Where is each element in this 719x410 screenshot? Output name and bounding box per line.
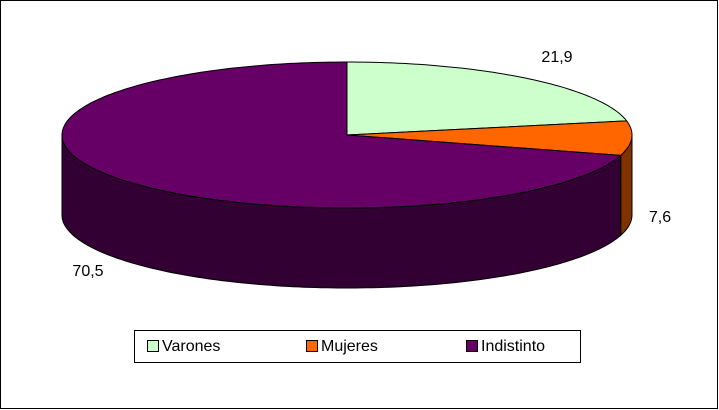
legend-swatch	[306, 340, 318, 352]
data-label: 7,6	[649, 209, 671, 226]
legend-label: Indistinto	[481, 338, 545, 355]
legend-swatch	[466, 340, 478, 352]
legend-box	[134, 330, 581, 363]
data-label: 70,5	[72, 263, 103, 280]
pie-slice	[346, 61, 628, 136]
legend-label: Mujeres	[321, 338, 378, 355]
legend-label: Varones	[162, 338, 220, 355]
legend-swatch	[147, 340, 159, 352]
pie-slice	[346, 120, 633, 156]
data-label: 21,9	[541, 49, 572, 66]
pie-slice	[61, 61, 622, 209]
